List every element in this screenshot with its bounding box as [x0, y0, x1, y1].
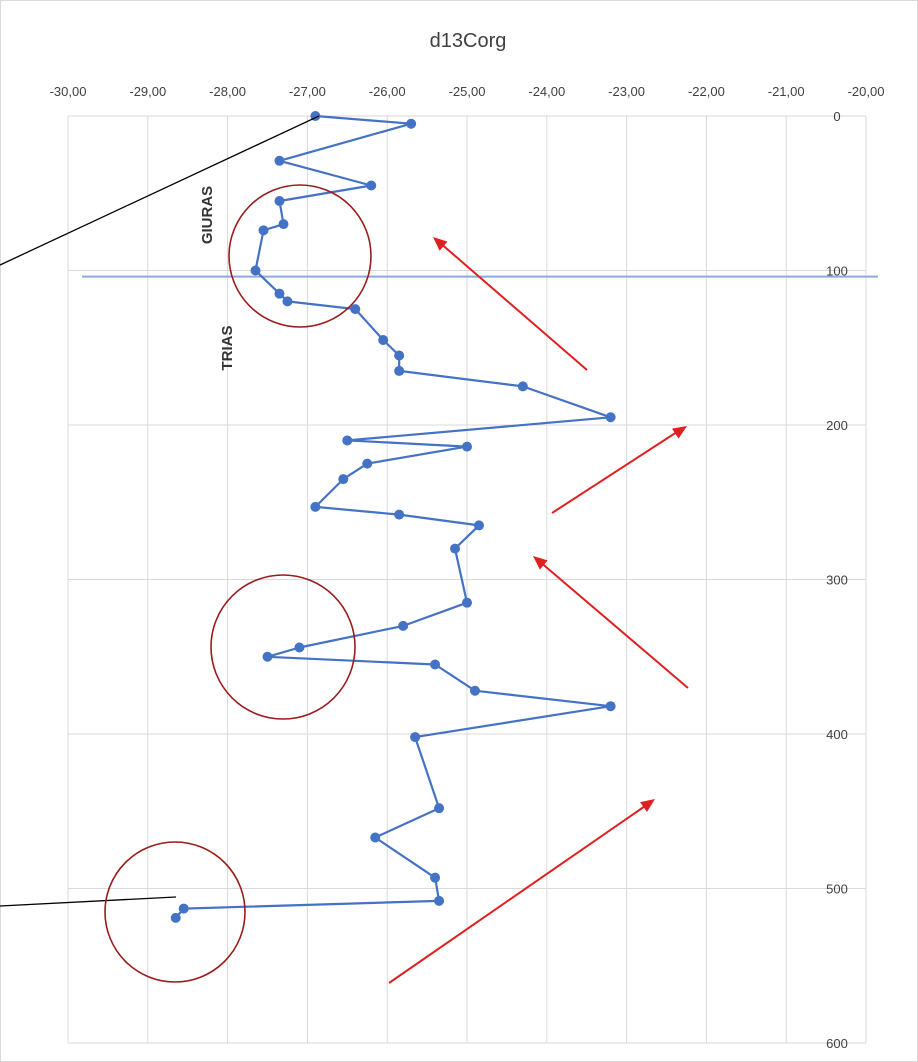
annotations — [0, 115, 689, 984]
data-point — [362, 458, 373, 469]
x-tick-label: -27,00 — [289, 84, 326, 99]
x-tick-label: -20,00 — [848, 84, 885, 99]
y-tick-label: 400 — [826, 727, 848, 742]
data-point — [430, 659, 441, 670]
data-point — [378, 335, 389, 346]
data-point — [434, 803, 445, 814]
data-point — [517, 381, 528, 392]
data-point — [278, 219, 289, 230]
data-point — [274, 195, 285, 206]
x-axis-ticks: -30,00 -29,00 -28,00 -27,00 -26,00 -25,00 -24,… — [50, 84, 885, 99]
trend-arrow-4 — [388, 799, 655, 984]
y-tick-label: 600 — [826, 1036, 848, 1051]
x-tick-label: -30,00 — [50, 84, 87, 99]
zone-label-trias: TRIAS — [219, 326, 236, 371]
data-point — [605, 701, 616, 712]
y-tick-label: 200 — [826, 418, 848, 433]
x-tick-label: -21,00 — [768, 84, 805, 99]
data-point — [342, 435, 353, 446]
data-point — [605, 412, 616, 423]
data-point — [310, 501, 321, 512]
data-point — [366, 180, 377, 191]
data-point — [406, 118, 417, 129]
trend-arrow-1 — [433, 237, 588, 371]
data-point — [434, 895, 445, 906]
data-point — [430, 872, 441, 883]
series-d13corg — [170, 111, 616, 923]
data-point — [410, 732, 421, 743]
y-tick-label: 500 — [826, 882, 848, 897]
y-tick-label: 300 — [826, 573, 848, 588]
chart-title: d13Corg — [430, 30, 507, 52]
x-tick-label: -26,00 — [369, 84, 406, 99]
data-point — [274, 155, 285, 166]
y-tick-label: 100 — [826, 264, 848, 279]
data-point — [282, 296, 293, 307]
data-point — [394, 365, 405, 376]
data-point — [473, 520, 484, 531]
x-tick-label: -24,00 — [528, 84, 565, 99]
data-point — [370, 832, 381, 843]
y-tick-label: 0 — [833, 109, 840, 124]
data-point — [394, 350, 405, 361]
callout-line-top — [0, 115, 320, 266]
data-point — [350, 304, 361, 315]
data-point — [469, 685, 480, 696]
x-tick-label: -28,00 — [209, 84, 246, 99]
data-point — [398, 620, 409, 631]
data-point — [338, 474, 349, 485]
trend-arrow-3 — [533, 556, 689, 689]
highlight-circle-middle — [210, 574, 356, 720]
data-point — [258, 225, 269, 236]
data-point — [462, 597, 472, 608]
x-tick-label: -25,00 — [449, 84, 486, 99]
data-point — [294, 642, 305, 653]
x-tick-label: -23,00 — [608, 84, 645, 99]
trend-arrow-2 — [551, 426, 687, 514]
data-point — [178, 903, 189, 914]
zone-label-giuras: GIURAS — [199, 186, 216, 244]
highlight-circle-upper — [228, 184, 372, 328]
y-axis-ticks: 0 100 200 300 400 500 600 — [826, 109, 848, 1051]
callout-line-bottom — [0, 896, 177, 907]
data-point — [450, 543, 461, 554]
data-point — [394, 509, 405, 520]
x-tick-label: -22,00 — [688, 84, 725, 99]
highlight-circle-lower — [104, 841, 246, 983]
data-point — [462, 441, 472, 452]
data-point — [274, 288, 285, 299]
data-point — [262, 651, 273, 662]
series-line — [174, 114, 612, 919]
grid-lines — [67, 115, 867, 1044]
data-point — [170, 912, 181, 923]
data-point — [250, 265, 261, 276]
x-tick-label: -29,00 — [129, 84, 166, 99]
